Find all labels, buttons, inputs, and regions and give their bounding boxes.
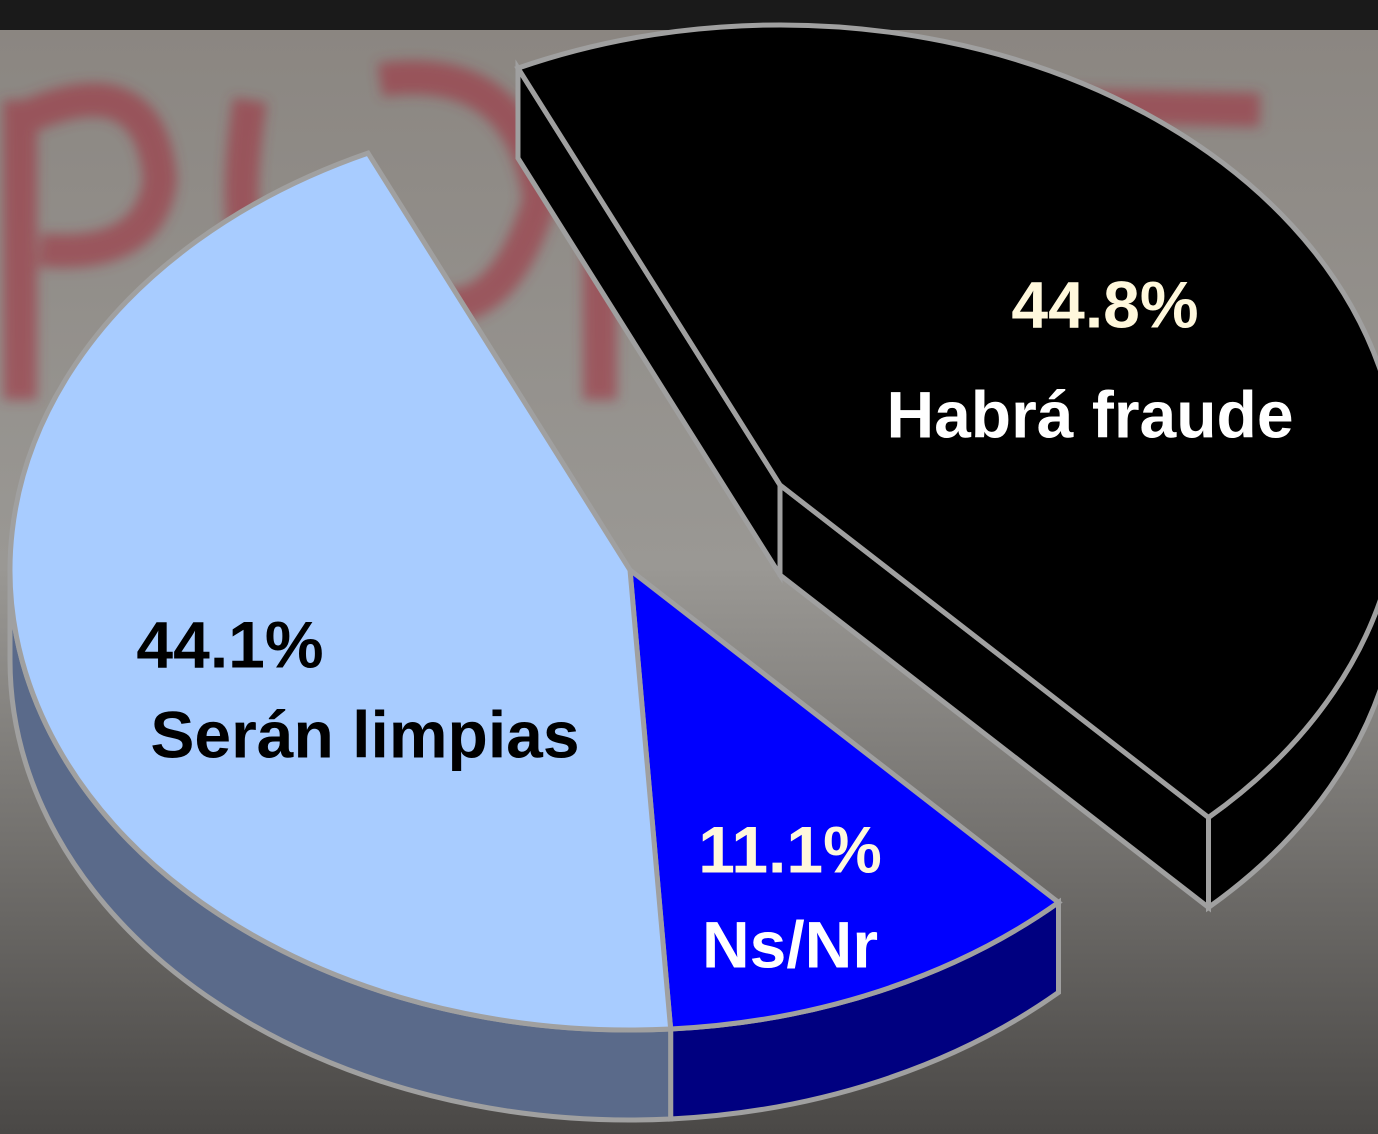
slice bbox=[7, 150, 674, 1033]
slice bbox=[514, 22, 1378, 821]
slice-value-label: 11.1% bbox=[698, 812, 882, 886]
slice-value-label: 44.1% bbox=[136, 607, 323, 681]
slice-category-label: Ns/Nr bbox=[702, 907, 878, 981]
slice bbox=[627, 564, 1063, 1032]
slice-category-label: Serán limpias bbox=[150, 697, 579, 771]
slice-category-label: Habrá fraude bbox=[886, 377, 1293, 451]
slice-value-label: 44.8% bbox=[1011, 267, 1198, 341]
title-strip bbox=[0, 0, 1378, 30]
